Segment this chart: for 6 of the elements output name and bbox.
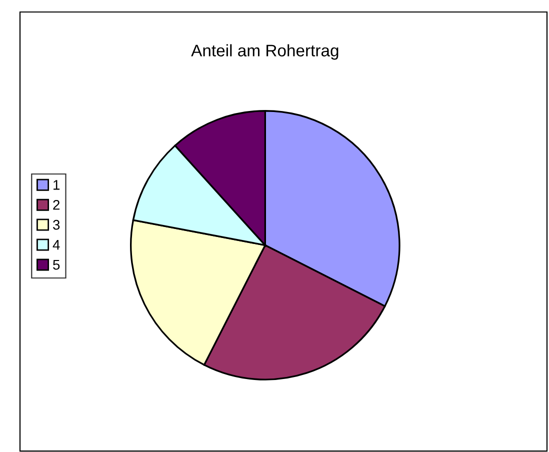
legend-label: 5: [53, 260, 60, 270]
chart-title: Anteil am Rohertrag: [191, 44, 338, 60]
legend-label: 4: [52, 240, 60, 250]
legend-label: 1: [54, 180, 60, 190]
legend-label: 3: [53, 220, 60, 230]
legend-label: 2: [53, 200, 60, 210]
